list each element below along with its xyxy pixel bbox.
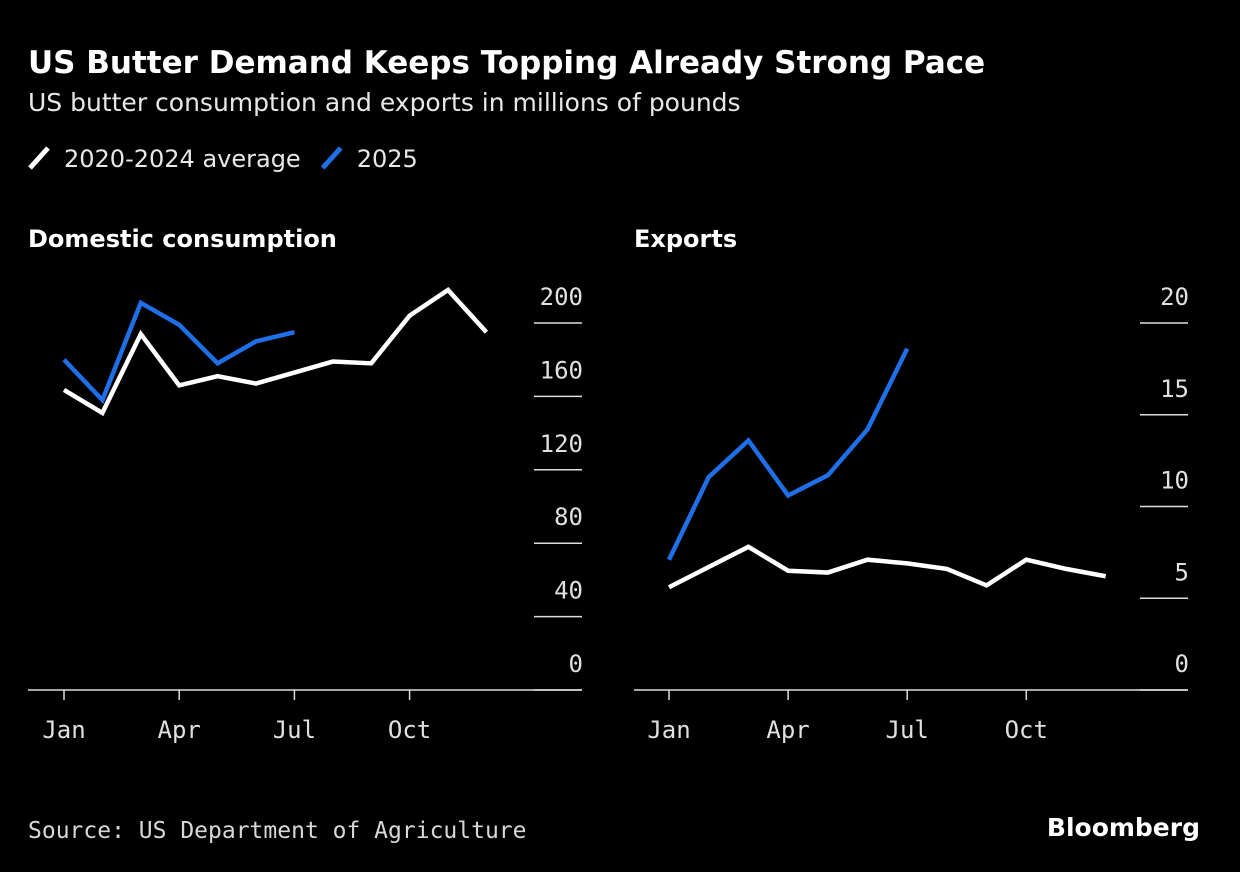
- x-tick-label: Jul: [886, 716, 929, 744]
- source: Source: US Department of Agriculture: [28, 818, 527, 844]
- x-tick-label: Apr: [158, 716, 201, 744]
- y-tick-label: 200: [540, 283, 583, 311]
- series-line: [667, 544, 1107, 590]
- x-tick-label: Jan: [42, 716, 85, 744]
- y-tick-label: 0: [1175, 650, 1189, 678]
- y-tick-label: 40: [554, 577, 583, 605]
- brand: Bloomberg: [1047, 813, 1200, 842]
- x-tick-label: Jan: [647, 716, 690, 744]
- x-tick-label: Oct: [388, 716, 431, 744]
- panel-title: Exports: [634, 225, 737, 253]
- series-line: [62, 287, 489, 417]
- y-tick-label: 0: [569, 650, 583, 678]
- series-line: [62, 299, 295, 405]
- y-tick-label: 80: [554, 503, 583, 531]
- y-tick-label: 160: [540, 356, 583, 384]
- y-tick-label: 15: [1160, 375, 1189, 403]
- y-tick-label: 5: [1175, 558, 1189, 586]
- y-tick-label: 10: [1160, 467, 1189, 495]
- y-tick-label: 120: [540, 430, 583, 458]
- panel-title: Domestic consumption: [28, 225, 337, 253]
- x-tick-label: Oct: [1005, 716, 1048, 744]
- legend-label: 2025: [357, 145, 418, 173]
- y-tick-label: 20: [1160, 283, 1189, 311]
- legend-swatch: [320, 146, 343, 170]
- chart-subtitle: US butter consumption and exports in mil…: [28, 88, 741, 117]
- x-tick-label: Jul: [273, 716, 316, 744]
- x-tick-label: Apr: [766, 716, 809, 744]
- chart-title: US Butter Demand Keeps Topping Already S…: [28, 45, 985, 81]
- legend-label: 2020-2024 average: [64, 145, 301, 173]
- series-line: [666, 347, 910, 561]
- legend-swatch: [28, 146, 50, 170]
